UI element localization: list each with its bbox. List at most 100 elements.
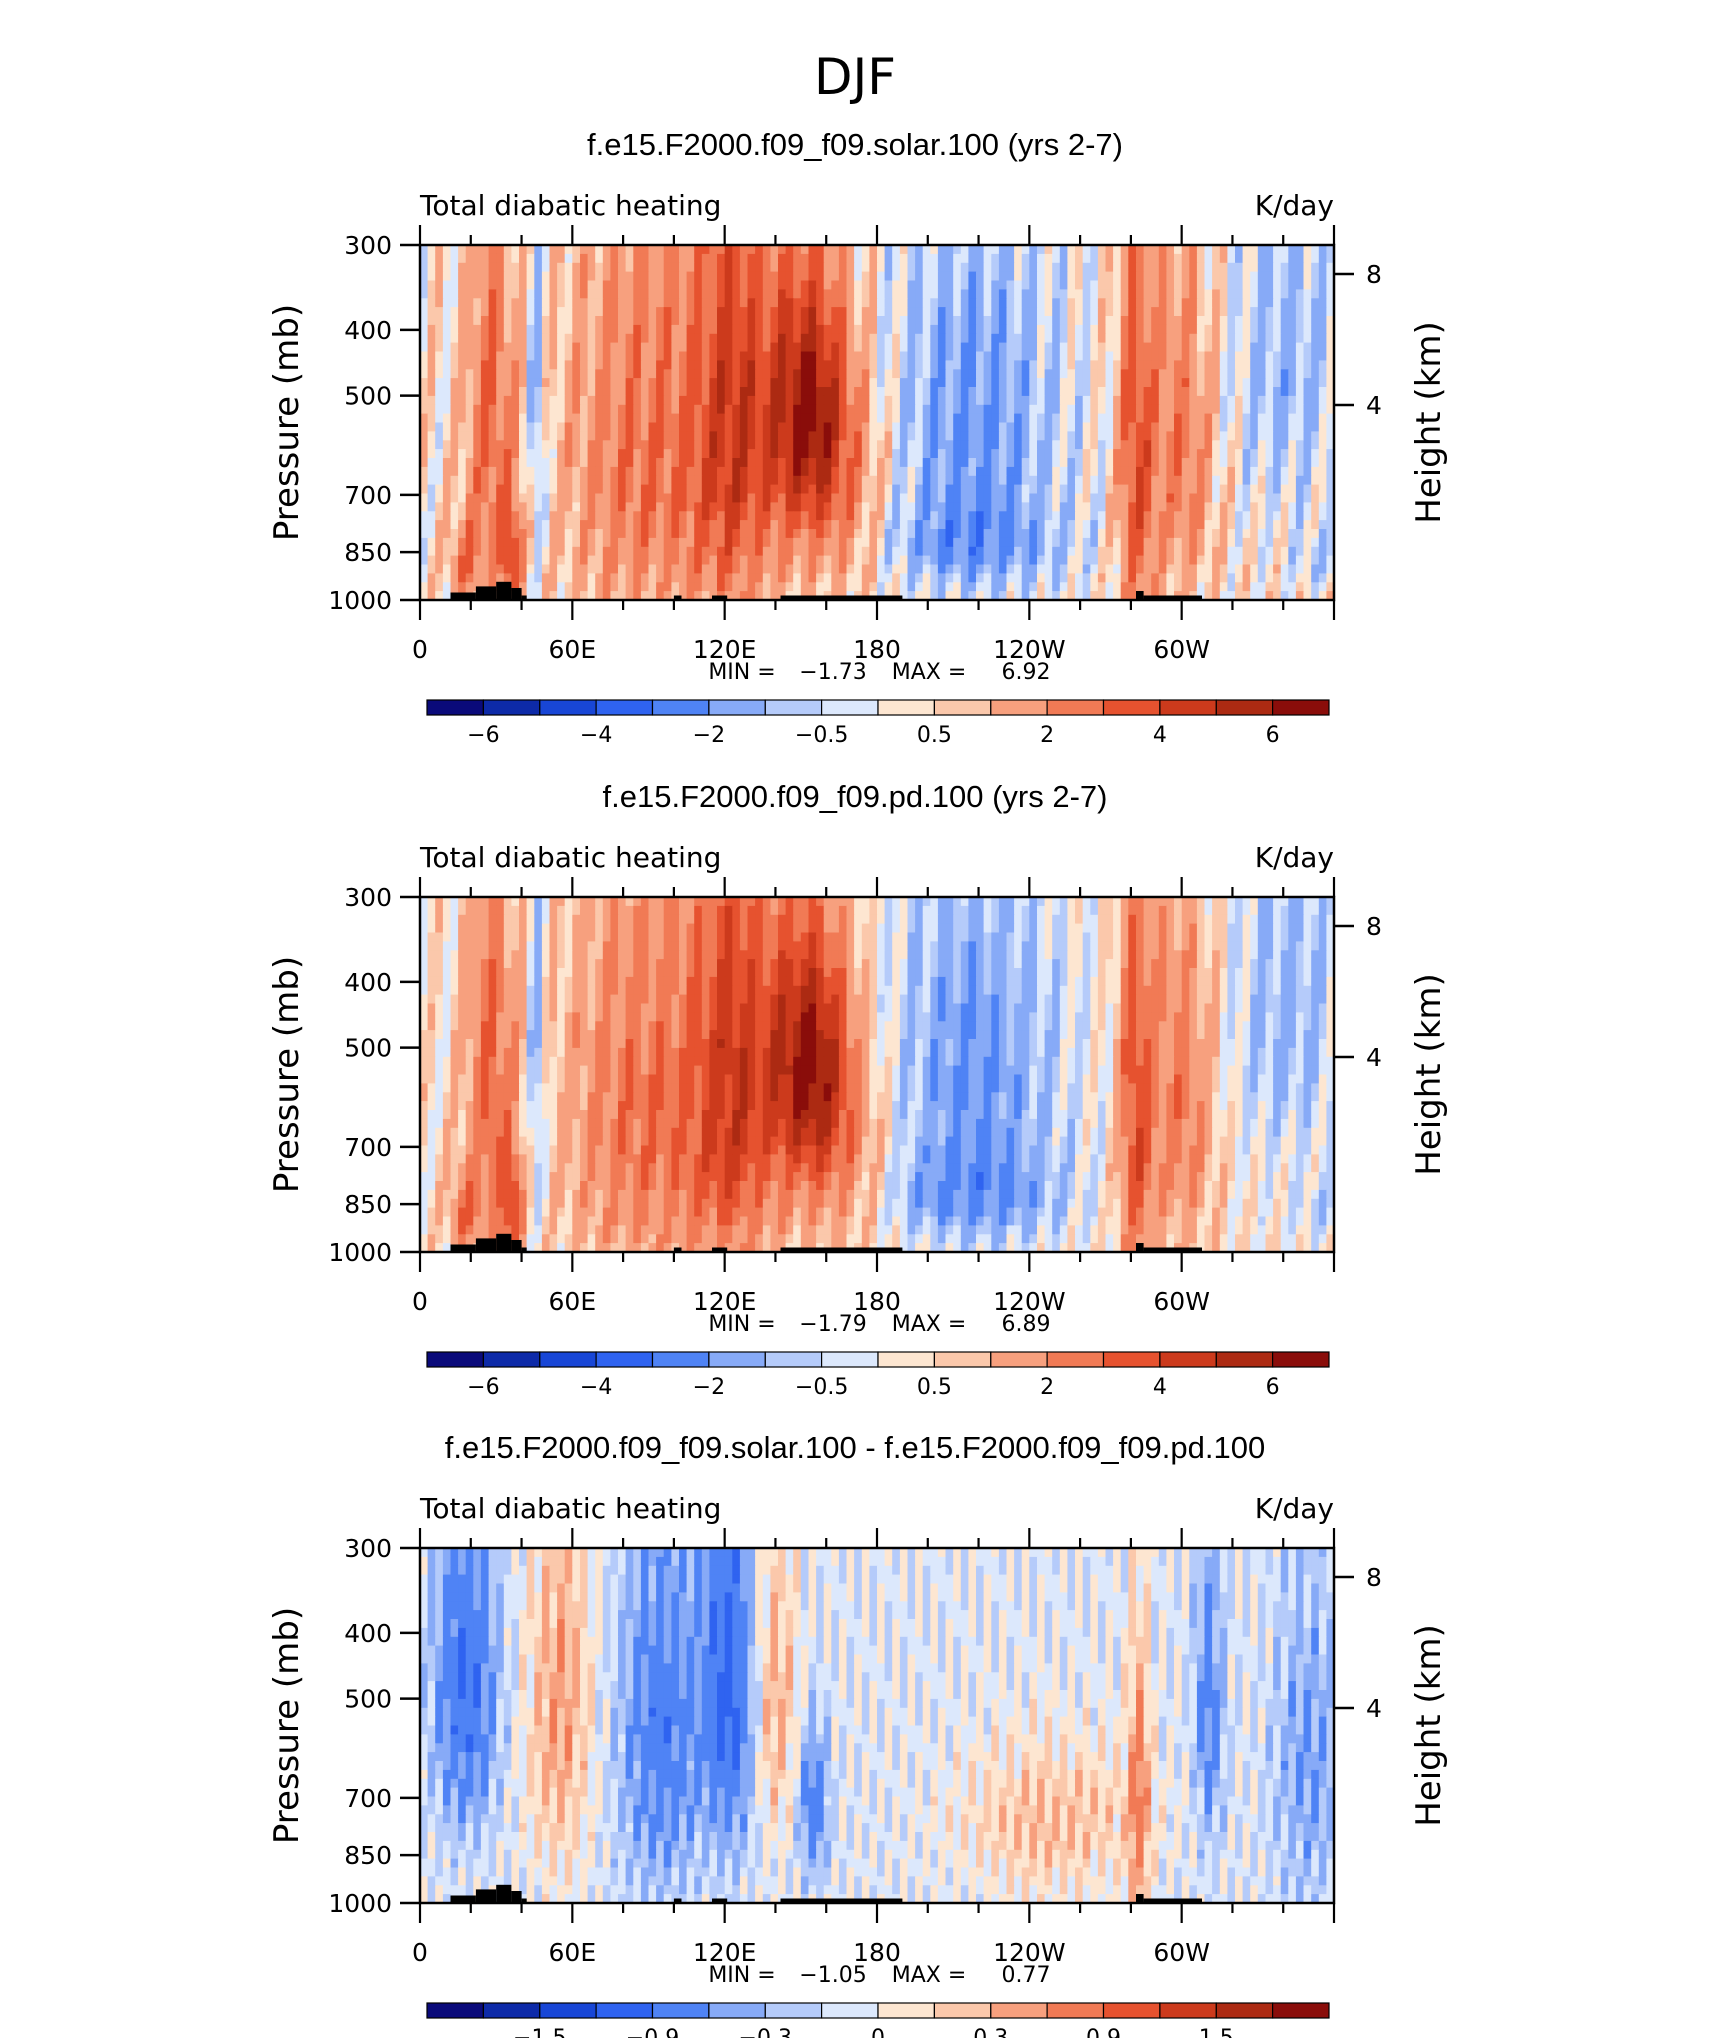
- contour-cell: [618, 466, 627, 477]
- contour-cell: [640, 422, 650, 432]
- contour-cell: [823, 431, 832, 441]
- contour-cell: [960, 502, 969, 512]
- contour-cell: [1204, 591, 1213, 601]
- contour-cell: [869, 404, 878, 415]
- contour-cell: [998, 253, 1008, 264]
- contour-cell: [1120, 573, 1129, 583]
- contour-cell: [945, 395, 954, 406]
- contour-cell: [686, 897, 695, 907]
- contour-cell: [1189, 431, 1198, 441]
- contour-cell: [1143, 422, 1152, 432]
- contour-cell: [610, 520, 619, 530]
- contour-cell: [526, 387, 535, 397]
- contour-cell: [1021, 897, 1030, 907]
- contour-cell: [541, 262, 551, 273]
- contour-cell: [899, 520, 909, 530]
- contour-cell: [915, 404, 924, 415]
- contour-cell: [960, 529, 969, 539]
- contour-cell: [1295, 422, 1305, 432]
- contour-cell: [1257, 395, 1266, 406]
- contour-cell: [595, 387, 604, 397]
- contour-cell: [717, 369, 726, 379]
- contour-cell: [1151, 440, 1160, 450]
- contour-cell: [1014, 298, 1023, 308]
- contour-cell: [1303, 360, 1312, 370]
- contour-cell: [648, 493, 657, 503]
- contour-cell: [1120, 280, 1129, 290]
- contour-cell: [625, 511, 634, 521]
- contour-cell: [998, 342, 1008, 353]
- contour-cell: [915, 466, 924, 477]
- contour-cell: [618, 413, 627, 424]
- contour-cell: [1242, 475, 1251, 486]
- contour-cell: [823, 484, 832, 495]
- contour-cell: [625, 413, 634, 424]
- contour-cell: [557, 422, 566, 432]
- contour-cell: [496, 378, 505, 388]
- contour-cell: [1006, 253, 1015, 264]
- contour-cell: [1257, 245, 1266, 255]
- contour-cell: [541, 404, 551, 415]
- contour-cell: [1212, 449, 1221, 459]
- contour-cell: [1037, 475, 1046, 486]
- contour-cell: [427, 431, 436, 441]
- contour-cell: [580, 245, 589, 255]
- contour-cell: [739, 245, 749, 255]
- contour-cell: [701, 591, 710, 601]
- contour-cell: [1326, 449, 1335, 459]
- contour-cell: [739, 484, 749, 495]
- contour-cell: [762, 262, 771, 273]
- contour-cell: [1136, 307, 1145, 317]
- contour-cell: [1120, 316, 1129, 326]
- contour-cell: [976, 897, 985, 907]
- contour-cell: [1235, 422, 1244, 432]
- contour-cell: [831, 555, 840, 566]
- contour-cell: [1128, 351, 1137, 361]
- contour-cell: [1280, 289, 1289, 299]
- contour-cell: [800, 351, 809, 361]
- contour-cell: [1105, 440, 1114, 450]
- contour-cell: [945, 573, 954, 583]
- contour-cell: [846, 271, 855, 282]
- contour-cell: [1067, 502, 1076, 512]
- x-tick-label: 120E: [693, 635, 757, 664]
- contour-cell: [861, 582, 870, 592]
- contour-cell: [1128, 298, 1137, 308]
- contour-cell: [846, 316, 855, 326]
- contour-cell: [587, 493, 596, 503]
- contour-cell: [1227, 582, 1236, 592]
- contour-cell: [541, 253, 551, 264]
- contour-cell: [922, 342, 931, 353]
- contour-cell: [983, 484, 992, 495]
- contour-cell: [1075, 555, 1084, 566]
- contour-cell: [480, 520, 490, 530]
- contour-cell: [831, 582, 840, 592]
- contour-cell: [945, 502, 954, 512]
- contour-cell: [534, 316, 543, 326]
- contour-cell: [534, 582, 543, 592]
- contour-cell: [1280, 458, 1289, 468]
- contour-cell: [1250, 440, 1259, 450]
- contour-cell: [907, 369, 916, 379]
- contour-cell: [1059, 546, 1068, 557]
- contour-cell: [595, 591, 604, 601]
- contour-cell: [1021, 342, 1030, 353]
- contour-cell: [519, 316, 528, 326]
- contour-cell: [755, 555, 764, 566]
- contour-cell: [1014, 529, 1023, 539]
- contour-cell: [998, 298, 1008, 308]
- contour-cell: [1189, 440, 1198, 450]
- contour-cell: [1288, 475, 1297, 486]
- contour-cell: [496, 316, 505, 326]
- contour-cell: [1059, 289, 1068, 299]
- contour-cell: [671, 422, 680, 432]
- contour-cell: [1250, 387, 1259, 397]
- contour-cell: [770, 493, 779, 503]
- contour-cell: [1090, 280, 1099, 290]
- contour-cell: [465, 422, 474, 432]
- contour-cell: [442, 316, 452, 326]
- contour-cell: [808, 546, 817, 557]
- contour-cell: [747, 582, 756, 592]
- contour-cell: [633, 511, 642, 521]
- contour-cell: [1196, 511, 1206, 521]
